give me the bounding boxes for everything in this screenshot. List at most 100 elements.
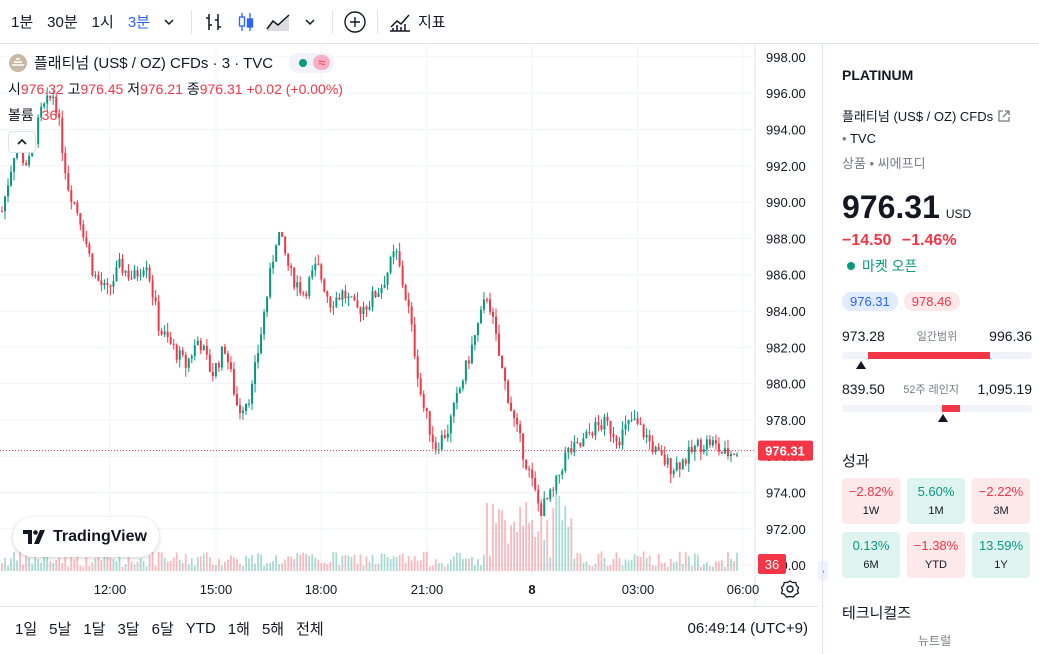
candle-chart-style-icon[interactable] xyxy=(230,6,262,38)
market-status-toggle[interactable]: ≈ xyxy=(289,52,335,73)
time-tick-label: 03:00 xyxy=(622,582,655,597)
price-tick-label: 996.00 xyxy=(766,86,806,101)
candle-body xyxy=(672,470,675,475)
candle-body xyxy=(636,418,639,424)
volume-bar xyxy=(175,552,178,571)
range-1y-button[interactable]: 1해 xyxy=(227,621,250,638)
volume-bar xyxy=(428,566,431,571)
volume-bar xyxy=(413,555,416,571)
volume-bar xyxy=(181,563,184,571)
range-3m-button[interactable]: 3달 xyxy=(117,621,140,638)
interval-1h-button[interactable]: 1시 xyxy=(91,14,114,31)
candle-body xyxy=(308,277,311,297)
range-ytd-button[interactable]: YTD xyxy=(185,620,216,637)
area-chart-style-icon[interactable] xyxy=(262,6,294,38)
candle-body xyxy=(106,282,109,286)
compare-add-icon[interactable] xyxy=(339,6,371,38)
candle-body xyxy=(549,489,552,500)
candle-body xyxy=(103,282,106,286)
performance-period: 6M xyxy=(863,559,879,571)
volume-bar xyxy=(468,558,470,571)
ticker-title[interactable]: PLATINUM xyxy=(842,67,914,83)
candle-body xyxy=(238,405,241,413)
volume-bar xyxy=(317,559,320,571)
sidebar-collapse-icon[interactable]: › xyxy=(818,561,828,581)
candle-body xyxy=(109,285,112,287)
candle-body xyxy=(248,403,251,405)
bar-chart-style-icon[interactable] xyxy=(198,6,230,38)
symbol-name[interactable]: 플래티넘 (US$ / OZ) CFDs xyxy=(842,109,994,124)
price-chart[interactable]: 998.00 996.00 994.00 992.00 990.00 988.00 986.… xyxy=(0,46,818,606)
performance-cell-6m[interactable]: 0.13% 6M xyxy=(842,532,900,578)
candle-body xyxy=(648,435,651,442)
volume-bar xyxy=(290,556,293,571)
volume-bar xyxy=(585,561,588,571)
volume-bar xyxy=(368,562,371,571)
candle-body xyxy=(561,470,564,475)
candle-body xyxy=(540,503,543,516)
candle-body xyxy=(311,270,314,278)
volume-bar xyxy=(513,521,515,571)
chart-style-chevron-icon[interactable] xyxy=(294,6,326,38)
candle-body xyxy=(736,454,738,456)
clock-timezone[interactable]: 06:49:14 (UTC+9) xyxy=(687,620,808,637)
volume-bar xyxy=(380,553,383,571)
volume-bar xyxy=(591,566,594,571)
performance-cell-1m[interactable]: 5.60% 1M xyxy=(907,478,965,524)
tradingview-watermark[interactable]: TradingView xyxy=(13,517,159,557)
range-5d-button[interactable]: 5날 xyxy=(49,621,72,638)
range-all-button[interactable]: 전체 xyxy=(296,621,324,638)
chart-settings-icon[interactable] xyxy=(779,578,801,600)
volume-bar xyxy=(190,558,193,571)
performance-cell-1y[interactable]: 13.59% 1Y xyxy=(972,532,1030,578)
volume-bar xyxy=(383,553,386,571)
collapse-legend-button[interactable] xyxy=(8,131,36,153)
candle-body xyxy=(419,378,422,395)
performance-cell-1w[interactable]: −2.82% 1W xyxy=(842,478,900,524)
symbol-title[interactable]: 플래티넘 (US$ / OZ) CFDs · 3 · TVC xyxy=(34,55,274,72)
volume-bar xyxy=(61,562,64,571)
volume-bar xyxy=(121,566,124,571)
candle-body xyxy=(338,297,341,300)
external-link-icon[interactable] xyxy=(997,109,1011,123)
range-1m-button[interactable]: 1달 xyxy=(83,621,106,638)
interval-30m-button[interactable]: 30분 xyxy=(47,14,78,31)
candle-body xyxy=(666,458,669,465)
week52-range-labels: 839.50 52주 레인지 1,095.19 xyxy=(842,381,1032,397)
candle-body xyxy=(657,446,660,451)
candle-body xyxy=(226,353,229,363)
performance-title[interactable]: 성과 xyxy=(842,453,870,470)
volume-bar xyxy=(675,561,678,571)
chart-area[interactable]: 998.00 996.00 994.00 992.00 990.00 988.00 986.… xyxy=(0,46,828,606)
volume-bar xyxy=(362,565,365,571)
chevron-down-icon[interactable] xyxy=(153,6,185,38)
volume-bar xyxy=(474,564,476,571)
exchange-name[interactable]: TVC xyxy=(849,131,876,146)
range-1d-button[interactable]: 1일 xyxy=(15,621,38,638)
candle-body xyxy=(675,462,678,471)
volume-bar xyxy=(477,559,479,571)
interval-3m-button[interactable]: 3분 xyxy=(127,14,150,31)
change-abs: −14.50 xyxy=(842,232,892,249)
performance-cell-3m[interactable]: −2.22% 3M xyxy=(972,478,1030,524)
day-range-label: 일간범위 xyxy=(916,331,958,343)
range-6m-button[interactable]: 6달 xyxy=(151,621,174,638)
volume-bar xyxy=(34,556,37,571)
volume-bar xyxy=(603,558,606,571)
candle-body xyxy=(528,468,531,470)
indicators-icon[interactable] xyxy=(384,6,416,38)
volume-bar xyxy=(434,559,437,571)
range-5y-button[interactable]: 5해 xyxy=(261,621,285,638)
volume-bar xyxy=(458,553,461,571)
performance-cell-ytd[interactable]: −1.38% YTD xyxy=(907,532,965,578)
volume-bar xyxy=(440,563,443,571)
candle-body xyxy=(4,196,7,212)
interval-1m-button[interactable]: 1분 xyxy=(11,14,34,31)
time-tick-label: 06:00 xyxy=(727,582,760,597)
indicators-button[interactable]: 지표 xyxy=(417,14,446,31)
candle-body xyxy=(690,447,693,453)
technicals-title[interactable]: 테크니컬즈 xyxy=(842,605,912,622)
volume-bar xyxy=(214,565,217,571)
candle-body xyxy=(422,394,425,408)
volume-bar xyxy=(736,552,738,571)
